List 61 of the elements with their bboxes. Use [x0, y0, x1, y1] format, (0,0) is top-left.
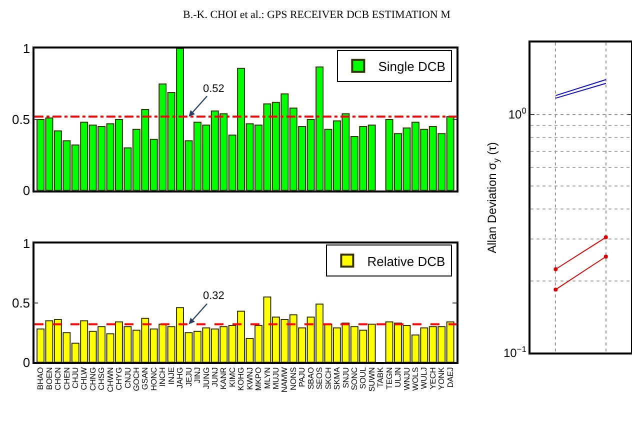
y-tick-label: 0 — [22, 182, 30, 198]
x-tick-label: HONC — [149, 366, 158, 391]
x-tick-label: BHAO — [36, 367, 46, 390]
x-tick-label: INCH — [158, 366, 168, 387]
x-tick-label: YONK — [437, 366, 446, 390]
x-tick-label: BOEN — [44, 366, 54, 390]
x-tick-label: JAHG — [176, 367, 185, 389]
x-tick-label: GSAN — [140, 366, 150, 390]
x-tick-label: MKPO — [254, 367, 264, 391]
x-tick-label: TEGN — [384, 366, 394, 390]
y-tick-label: 1 — [22, 41, 30, 56]
x-tick-label: PAJU — [298, 366, 307, 388]
x-tick-label: CHWN — [106, 366, 115, 392]
x-tick-label: WULJ — [420, 367, 429, 389]
x-tick-label: JINJ — [193, 367, 202, 384]
x-tick-label: NONS — [288, 367, 298, 390]
x-tick-label: KWNJ — [245, 367, 254, 390]
x-tick-label: SOUL — [358, 366, 368, 389]
x-tick-label: KANR — [219, 366, 228, 390]
x-tick-label: SUWN — [367, 366, 376, 392]
x-tick-label: CHCN — [54, 366, 63, 390]
x-tick-label: TABK — [376, 366, 386, 388]
annotation: 0.52 — [203, 83, 224, 95]
x-tick-label: CHSG — [97, 367, 106, 390]
x-tick-label: NAMW — [280, 366, 290, 393]
x-tick-label: WNJU — [402, 366, 412, 390]
x-tick-label: CHYG — [114, 367, 124, 390]
x-tick-label: SEOS — [315, 367, 324, 390]
y-tick-label: 0 — [22, 354, 30, 370]
x-tick-label: SNJU — [341, 366, 350, 388]
y-tick-label: 0.5 — [12, 112, 30, 128]
x-tick-label: SONC — [350, 366, 359, 390]
y-tick-label: 1 — [22, 236, 30, 252]
legend-label: Relative DCB — [367, 254, 446, 269]
y-tick-label: 0.5 — [12, 295, 30, 310]
x-tick-label: JUNJ — [210, 367, 220, 387]
x-tick-label: SKMA — [332, 366, 342, 390]
x-tick-label: YECH — [428, 366, 438, 390]
x-tick-label: SBAO — [306, 367, 316, 390]
x-tick-label: JUNG — [202, 367, 211, 389]
x-tick-label: KOHG — [236, 367, 246, 391]
x-tick-label: DAEJ — [446, 367, 455, 388]
x-tick-label: GOCH — [132, 366, 142, 392]
x-tick-label: KIMC — [228, 366, 237, 388]
x-tick-label: MLYN — [262, 366, 272, 389]
x-tick-label: CNJU — [123, 366, 132, 389]
y-tick-label: 10$^{−1}$ — [503, 344, 527, 360]
x-tick-label: MUJU — [272, 366, 281, 390]
x-tick-label: CHJU — [70, 366, 80, 389]
text: B.-K. CHOI et al.: GPS RECEIVER DCB ESTIMATION M — [183, 9, 451, 21]
y-tick-label: 10$^{0}$ — [508, 106, 527, 122]
x-tick-label: CHNG — [88, 367, 98, 391]
x-tick-label: ULJN — [394, 366, 403, 388]
x-tick-label: JEJU — [184, 366, 194, 386]
legend-label: Single DCB — [378, 58, 446, 74]
x-tick-label: CHLW — [80, 366, 89, 390]
x-tick-label: INJE — [166, 367, 176, 385]
x-tick-label: SKCH — [324, 366, 333, 390]
x-tick-label: CHEN — [62, 366, 72, 390]
annotation: 0.32 — [203, 290, 224, 302]
x-tick-label: WOLS — [411, 367, 420, 391]
